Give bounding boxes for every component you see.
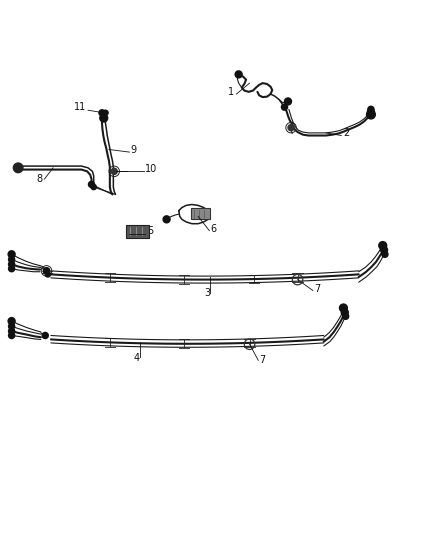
Text: 1: 1 [228,87,234,98]
Circle shape [9,256,14,263]
Circle shape [368,106,374,112]
Circle shape [382,251,388,257]
Circle shape [379,241,387,249]
Circle shape [45,272,50,277]
Circle shape [100,114,108,122]
Circle shape [9,265,14,272]
Circle shape [367,108,374,116]
Circle shape [8,251,15,258]
Circle shape [341,309,348,316]
Circle shape [103,110,108,116]
Circle shape [111,168,117,174]
Circle shape [88,181,95,188]
Bar [191,208,210,220]
Circle shape [9,261,14,268]
Text: 4: 4 [134,353,140,364]
Circle shape [235,71,242,78]
Circle shape [42,333,48,338]
Circle shape [13,163,23,173]
Text: 5: 5 [147,226,153,236]
Circle shape [339,304,347,312]
Text: 11: 11 [74,102,86,112]
Circle shape [8,318,15,325]
Circle shape [381,246,388,253]
Text: 7: 7 [314,284,321,294]
Circle shape [343,313,349,319]
Circle shape [99,110,105,116]
Circle shape [43,268,49,274]
Text: 9: 9 [131,145,137,155]
Text: 10: 10 [145,164,157,174]
Circle shape [285,98,291,105]
Text: 2: 2 [343,128,350,139]
Text: 3: 3 [204,288,210,298]
Text: 7: 7 [259,354,265,365]
FancyBboxPatch shape [127,224,149,238]
Circle shape [163,216,170,223]
Circle shape [288,125,294,131]
Text: 8: 8 [36,174,42,184]
Text: 6: 6 [210,224,216,235]
Circle shape [9,323,14,329]
Circle shape [9,333,14,338]
Circle shape [43,268,49,274]
Circle shape [91,184,96,190]
Circle shape [367,110,375,119]
Circle shape [9,328,14,334]
Circle shape [282,104,288,110]
